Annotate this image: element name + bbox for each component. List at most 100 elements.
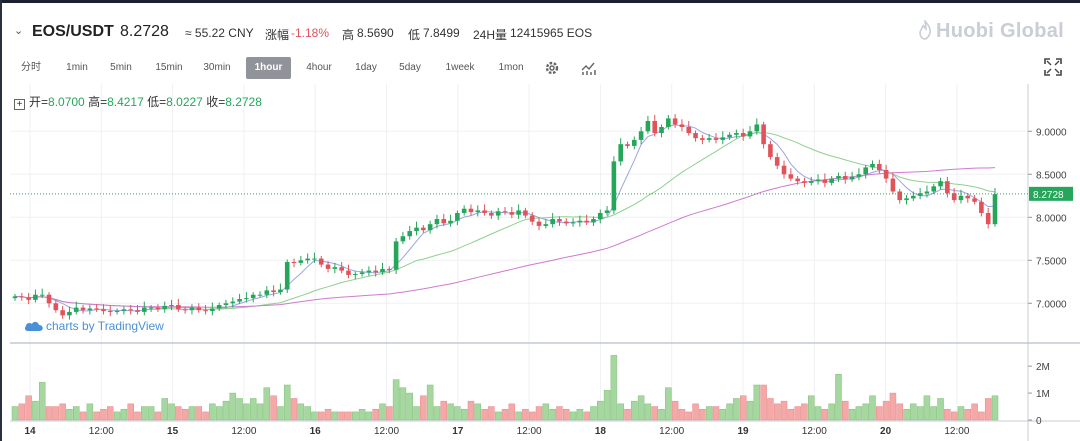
candle-body [659,127,664,134]
candle-body [87,308,93,311]
volume-bar [780,400,788,421]
volume-bar [549,408,556,421]
volume-bar [610,355,618,421]
volume-bar [978,411,985,421]
close-value: 8.2728 [225,95,262,109]
candle-body [39,294,45,296]
timeframe-tab[interactable]: 1min [66,62,88,73]
volume-bar [733,398,740,421]
time-tick-label: 20 [880,426,892,437]
time-tick-label: 12:00 [944,426,969,437]
symbol-dropdown-chevron-icon[interactable]: ⌄ [14,25,24,37]
volume-bar [889,392,897,421]
fullscreen-icon[interactable] [1044,58,1062,76]
candle-body [475,210,481,213]
timeframe-tab[interactable]: 5min [110,62,132,73]
volume-bar [263,387,271,421]
candle-body [264,290,270,295]
volume-bar [420,395,427,421]
candle-body [877,163,882,170]
candle-body [298,260,304,263]
volume-bar [141,406,148,421]
candle-body [911,195,916,199]
window-left-edge [0,0,2,441]
candle-body [352,274,358,276]
timeframe-tab[interactable]: 1day [355,62,377,73]
candle-body [278,289,283,293]
volume-bar [787,408,795,421]
volume-bar [563,408,570,421]
volume-bar [236,398,243,421]
time-tick-label: 12:00 [802,426,827,437]
tradingview-watermark[interactable]: charts by TradingView [24,319,164,333]
volume-bar [916,406,924,421]
candle-body [863,167,868,175]
volume-bar [147,406,155,421]
volume-bar [637,395,645,421]
candle-body [536,221,542,226]
volume-bar [433,406,441,421]
volume-bar [73,406,80,421]
volume-bar [202,411,209,421]
candle-body [400,236,406,242]
candle-body [890,178,896,192]
timeframe-tab[interactable]: 1mon [498,62,524,73]
volume-bar [52,406,60,421]
time-tick-label: 12:00 [374,426,399,437]
candle-body [135,310,140,312]
volume-bar [583,411,590,421]
volume-bar [120,408,128,421]
expand-legend-icon[interactable]: + [14,99,25,110]
candle-body [727,134,732,138]
high-value: 8.5690 [357,26,394,40]
volume-bar [358,408,366,421]
volume-bar [406,392,413,421]
volume-bar [256,403,264,421]
volume-bar [399,387,407,421]
volume-bar [617,403,624,421]
candle-body [550,219,555,225]
gear-icon[interactable] [543,59,561,77]
volume-bar [590,406,597,421]
logo-text: Huobi Global [935,20,1064,42]
candle-body [883,170,889,179]
low-value: 8.0227 [166,95,203,109]
timeframe-tab[interactable]: 分时 [21,62,41,73]
volume-bar [134,411,141,421]
candle-body [448,220,453,224]
symbol-name[interactable]: EOS/USDT [32,23,114,40]
candle-body [189,307,195,311]
timeframe-tab[interactable]: 4hour [306,62,332,73]
price-chart[interactable]: 9.0000 8.5000 8.0000 7.5000 7.0000 2M 1M 0 14 12:… [10,84,1080,441]
timeframe-tab[interactable]: 1week [445,62,475,73]
candle-body [849,176,855,180]
volume-bar [937,398,944,421]
candle-body [325,264,331,269]
candle-body [666,118,671,127]
timeframe-tab[interactable]: 15min [155,62,183,73]
candle-body [210,308,215,312]
volume-bar [107,406,114,421]
timeframe-tab-active[interactable]: 1hour [246,57,291,79]
candle-body [795,178,800,182]
volume-bar [535,406,543,421]
candle-body [740,133,746,137]
volume-bar [311,411,318,421]
volume-bar [569,411,577,421]
volume-bar [331,411,339,421]
candle-body [870,163,875,168]
volume-bar [739,395,747,421]
volume-bar [712,406,720,421]
time-tick-label: 18 [595,426,607,437]
candle-body [393,241,399,270]
candle-body [461,208,467,213]
volume-bar [794,406,801,421]
volume-bar [66,408,73,421]
volume-bar [624,408,631,421]
timeframe-tab[interactable]: 5day [399,62,421,73]
timeframe-tab[interactable]: 30min [203,62,231,73]
indicator-icon[interactable] [580,59,598,77]
candle-body [563,221,569,224]
candle-body [958,195,964,201]
time-tick-label: 12:00 [89,426,114,437]
